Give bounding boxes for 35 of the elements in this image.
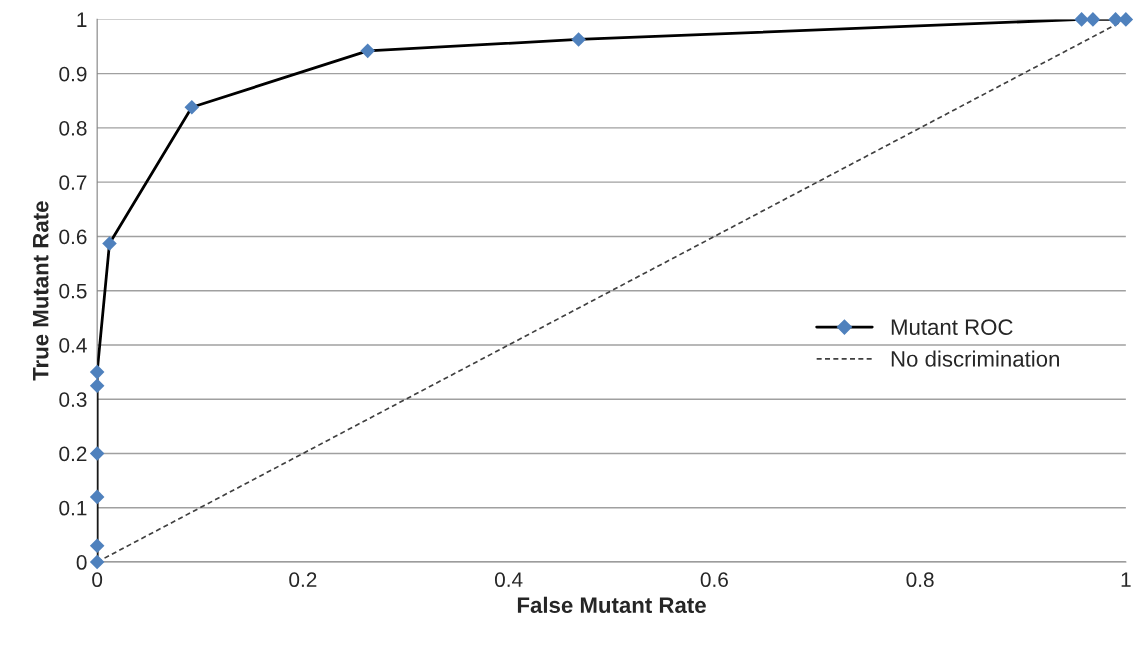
y-tick-label: 0.1 <box>59 500 87 516</box>
y-tick-label: 0.8 <box>59 120 87 136</box>
y-tick-label: 0.9 <box>59 66 87 82</box>
y-tick-label: 0.5 <box>59 283 87 299</box>
legend-label: No discrimination <box>891 350 1059 367</box>
point <box>89 378 105 393</box>
point <box>184 100 200 115</box>
x-tick-label: 0 <box>92 572 103 588</box>
point <box>360 43 375 59</box>
y-tick-label: 0 <box>76 555 87 570</box>
x-axis-title: False Mutant Rate <box>517 596 706 614</box>
point <box>1074 12 1089 27</box>
y-tick-label: 0.4 <box>59 337 87 353</box>
x-tick-label: 0.6 <box>700 572 728 588</box>
point <box>89 538 105 554</box>
y-tick-label: 0.2 <box>59 446 87 462</box>
point <box>102 236 117 251</box>
point <box>1085 12 1101 27</box>
y-tick-label: 0.3 <box>59 392 87 407</box>
point <box>89 554 105 570</box>
x-tick-label: 0.8 <box>906 572 934 588</box>
legend-label: Mutant ROC <box>891 319 1013 336</box>
x-tick-label: 1 <box>1121 572 1131 587</box>
point <box>89 364 105 380</box>
x-tick-label: 0.2 <box>289 572 317 588</box>
point <box>571 32 586 47</box>
y-axis-title: True Mutant Rate <box>33 201 49 381</box>
y-tick-label: 1 <box>77 12 87 27</box>
point <box>89 446 105 461</box>
point <box>1108 12 1123 27</box>
y-tick-label: 0.6 <box>59 229 87 245</box>
x-tick-label: 0.4 <box>494 572 523 588</box>
y-tick-label: 0.7 <box>59 175 87 190</box>
point <box>89 489 105 505</box>
point <box>1118 12 1134 27</box>
